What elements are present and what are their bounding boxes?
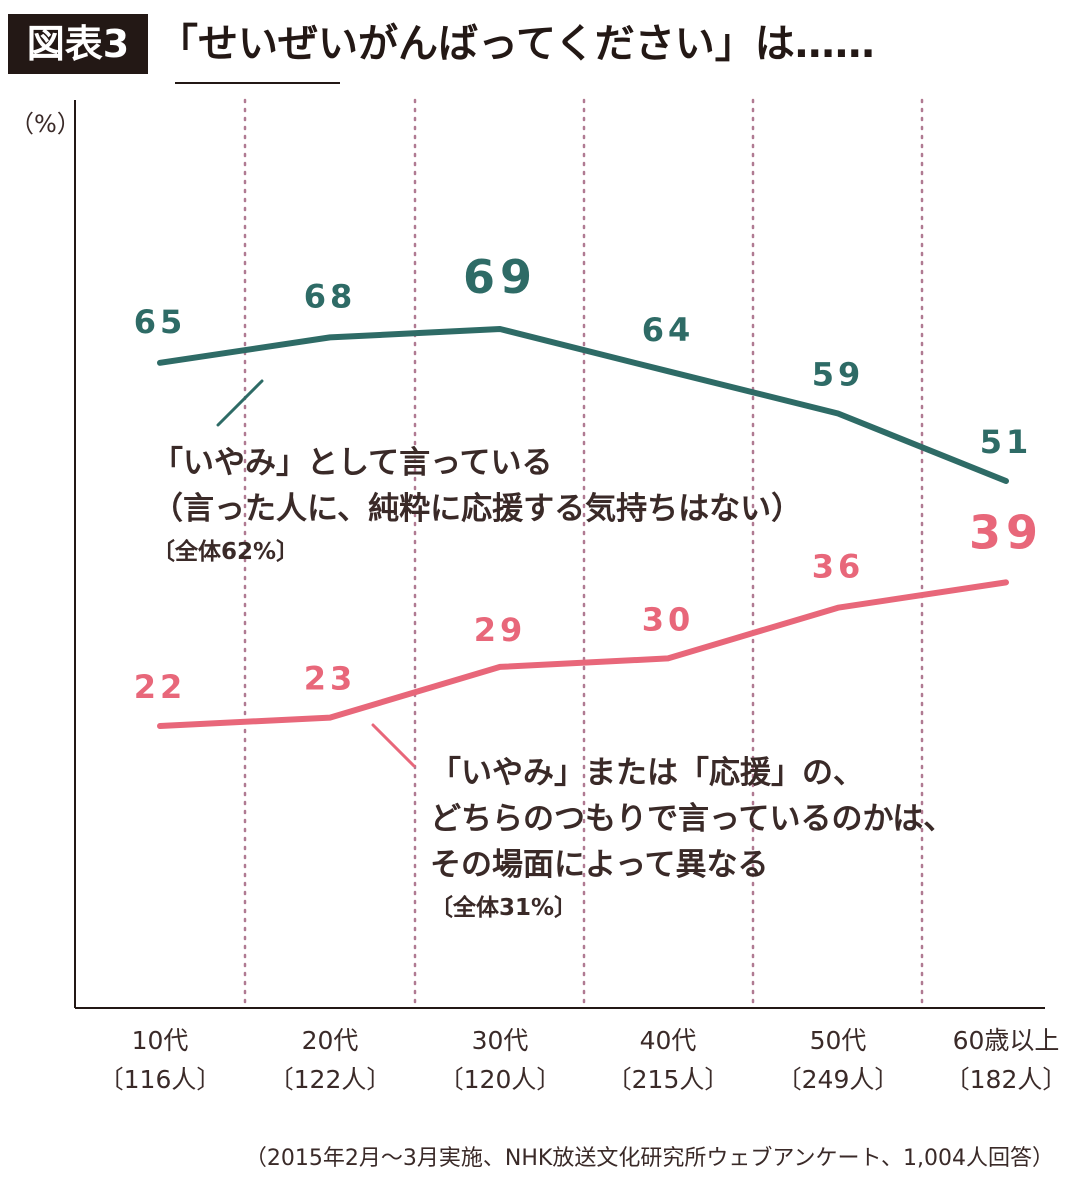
annotation-pink-line1: 「いやみ」または「応援」の、 [430,755,864,791]
data-label-s2-1: 22 [134,668,187,706]
source-note: （2015年2月〜3月実施、NHK放送文化研究所ウェブアンケート、1,004人回… [244,1146,1054,1171]
data-label-s2-4: 30 [642,600,695,638]
x-tick-label-2: 20代 [302,1026,359,1055]
pointer-lines [216,379,416,768]
x-tick-count-5: 〔249人〕 [777,1065,900,1094]
grid-lines [243,98,924,1010]
data-label-s2-2: 23 [304,660,357,698]
data-label-s1-3: 69 [463,250,537,304]
y-axis-unit: （%） [10,110,81,138]
series-line-2 [157,579,1009,729]
axes [74,100,1045,1009]
x-tick-label-4: 40代 [640,1026,697,1055]
x-tick-label-1: 10代 [132,1026,189,1055]
series-lines [157,326,1009,729]
x-tick-count-1: 〔116人〕 [99,1065,222,1094]
chart-title: 「せいぜいがんばってください」は…… [158,21,875,67]
data-label-s2-5: 36 [812,548,865,586]
pointer-line-pink [371,723,416,768]
annotation-pink-line3: その場面によって異なる [430,847,769,883]
title-underline [175,82,340,84]
x-tick-label-5: 50代 [810,1026,867,1055]
data-labels: 65 68 69 64 59 51 22 23 29 30 36 39 [134,250,1043,706]
annotation-pink-line2: どちらのつもりで言っているのかは、 [430,801,955,837]
x-tick-label-3: 30代 [472,1026,529,1055]
annotation-teal: 「いやみ」として言っている （言った人に、純粋に応援する気持ちはない） 〔全体6… [152,440,802,572]
annotation-pink: 「いやみ」または「応援」の、 どちらのつもりで言っているのかは、 その場面によっ… [430,750,954,928]
annotation-teal-line1: 「いやみ」として言っている [152,445,553,481]
pointer-line-teal [216,379,264,427]
data-label-s1-1: 65 [134,303,187,341]
x-tick-count-3: 〔120人〕 [439,1065,562,1094]
annotation-teal-line2: （言った人に、純粋に応援する気持ちはない） [152,491,803,527]
x-tick-count-6: 〔182人〕 [945,1065,1068,1094]
series-line-1 [157,326,1009,484]
annotation-teal-total: 〔全体62%〕 [152,539,300,565]
data-label-s2-3: 29 [474,611,527,649]
data-label-s2-6: 39 [969,505,1043,559]
data-label-s1-6: 51 [980,423,1033,461]
x-tick-count-2: 〔122人〕 [269,1065,392,1094]
data-label-s1-5: 59 [812,355,865,393]
x-tick-labels: 10代〔116人〕 20代〔122人〕 30代〔120人〕 40代〔215人〕 50代〔… [99,1026,1068,1094]
x-tick-count-4: 〔215人〕 [607,1065,730,1094]
figure-badge: 図表3 [8,14,148,74]
data-label-s1-2: 68 [304,277,357,315]
data-label-s1-4: 64 [642,311,695,349]
x-tick-label-6: 60歳以上 [953,1026,1060,1055]
annotation-pink-total: 〔全体31%〕 [430,895,578,921]
